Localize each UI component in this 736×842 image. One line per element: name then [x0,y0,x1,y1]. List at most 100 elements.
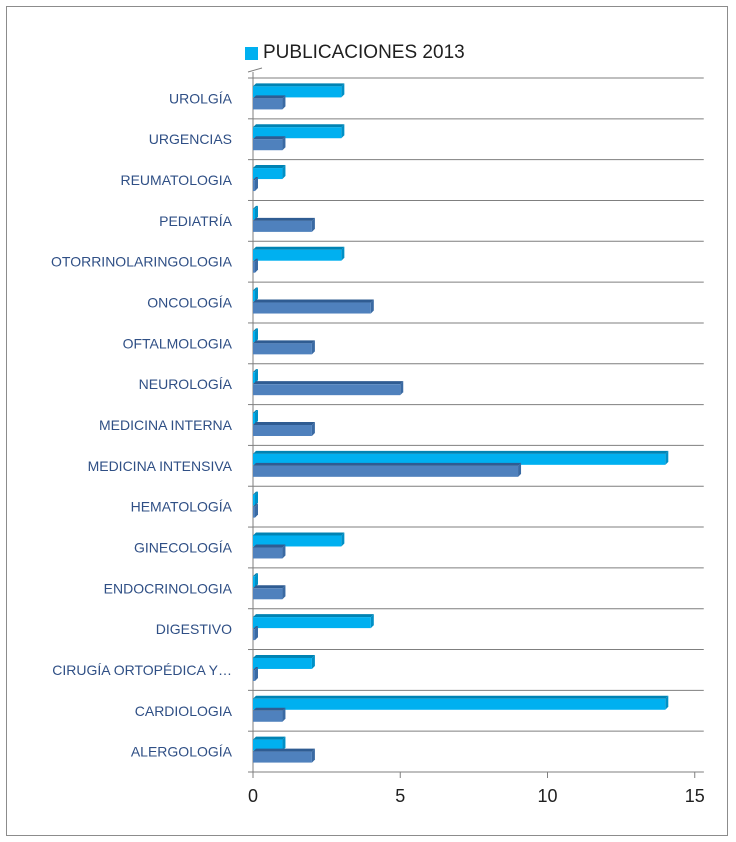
bar-series-2 [253,588,283,600]
bar-series-2-top [253,707,286,711]
bar-publicaciones-2013 [253,168,283,180]
bar-series-2-top [253,422,315,425]
bar-publicaciones-2013 [253,413,255,424]
bar-publicaciones-2013 [253,290,255,302]
category-label: OFTALMOLOGIA [123,335,233,351]
category-label: MEDICINA INTERNA [99,417,233,433]
bar-publicaciones-2013 [253,453,666,465]
bar-publicaciones-2013 [253,331,255,343]
bar-publicaciones-2013-top [253,205,258,209]
bar-publicaciones-2013-top [253,369,258,373]
bar-series-2-top [253,340,315,344]
category-label: CIRUGÍA ORTOPÉDICA Y… [52,662,232,678]
bar-series-2-top [253,299,374,303]
bar-series-2-top [253,503,258,507]
bar-series-2-top [253,136,286,140]
bar-series-2-side [311,340,315,355]
category-label: CARDIOLOGIA [135,703,233,719]
bar-series-2 [253,302,371,314]
x-tick-label: 15 [685,786,705,806]
bar-series-2 [253,98,283,110]
bar-publicaciones-2013-top [253,573,258,577]
bar-series-2-side [370,299,374,314]
bar-publicaciones-2013-side [255,328,258,343]
bar-publicaciones-2013 [253,249,342,261]
bar-series-2-side [282,95,286,110]
category-label: NEUROLOGÍA [139,376,233,392]
bar-series-2 [253,384,401,396]
category-label: ALERGOLOGÍA [131,744,233,760]
bar-publicaciones-2013 [253,372,255,384]
bar-publicaciones-2013-side [341,83,345,98]
bar-publicaciones-2013 [253,617,371,629]
bar-series-2 [253,506,255,518]
axis-depth-line [247,67,263,73]
bar-series-2-side [282,544,286,559]
x-tick-label: 0 [248,786,258,806]
bar-series-2-top [253,626,258,630]
bar-series-2-side [400,381,404,396]
category-label: OTORRINOLARINGOLOGIA [51,254,233,270]
bar-publicaciones-2013-side [370,614,374,629]
bar-series-2-top [253,585,286,589]
bar-publicaciones-2013 [253,86,342,98]
bar-publicaciones-2013 [253,494,255,506]
bar-publicaciones-2013 [253,698,666,710]
bar-series-2 [253,220,312,232]
bar-series-2 [253,139,283,151]
bar-series-2-top [253,462,522,466]
bar-publicaciones-2013 [253,535,342,547]
category-label: ENDOCRINOLOGIA [104,580,233,596]
bar-series-2-side [255,666,258,681]
bar-series-2-side [282,707,286,722]
category-label: ONCOLOGÍA [147,295,232,311]
bar-publicaciones-2013-side [341,532,345,547]
category-label: GINECOLOGÍA [134,539,233,555]
legend-label: PUBLICACIONES 2013 [263,42,465,63]
bar-publicaciones-2013 [253,739,283,751]
bar-series-2-side [255,177,258,192]
bar-series-2-top [253,95,286,99]
bar-publicaciones-2013-top [253,287,258,291]
category-label: DIGESTIVO [156,621,232,637]
bar-series-2-side [255,503,258,518]
bar-publicaciones-2013-side [255,491,258,506]
bar-publicaciones-2013-side [665,450,669,465]
category-label: HEMATOLOGÍA [131,499,233,515]
x-tick-label: 10 [537,786,557,806]
bar-publicaciones-2013-top [253,410,258,413]
bar-publicaciones-2013-top [253,654,315,658]
bar-publicaciones-2013-top [253,124,345,128]
bar-series-2 [253,425,312,436]
bar-publicaciones-2013-side [341,246,345,261]
bar-publicaciones-2013-top [253,328,258,332]
bar-series-2 [253,629,255,641]
bar-publicaciones-2013-top [253,246,345,250]
bar-publicaciones-2013-side [255,287,258,302]
bar-publicaciones-2013-top [253,83,345,87]
bar-publicaciones-2013-side [255,205,258,220]
bar-publicaciones-2013-side [255,573,258,588]
bar-series-2-top [253,666,258,670]
bar-series-2-top [253,177,258,181]
bar-publicaciones-2013-top [253,614,374,618]
bar-publicaciones-2013 [253,208,255,220]
bar-series-2-side [282,585,286,600]
legend: PUBLICACIONES 2013 [245,42,465,63]
bar-series-2-side [311,217,315,232]
bar-publicaciones-2013-top [253,695,669,699]
bar-publicaciones-2013 [253,576,255,588]
bar-publicaciones-2013-top [253,736,286,740]
category-label: MEDICINA INTENSIVA [88,458,233,474]
category-label: REUMATOLOGIA [120,172,232,188]
bar-publicaciones-2013-top [253,165,286,169]
bar-series-2-side [255,626,258,641]
bar-publicaciones-2013 [253,127,342,139]
bar-series-2 [253,547,283,559]
bar-series-2-side [282,136,286,151]
bar-publicaciones-2013-side [255,410,258,424]
bar-publicaciones-2013-top [253,491,258,495]
bar-publicaciones-2013-side [341,124,345,139]
bar-series-2 [253,751,312,763]
bar-publicaciones-2013-side [665,695,669,710]
